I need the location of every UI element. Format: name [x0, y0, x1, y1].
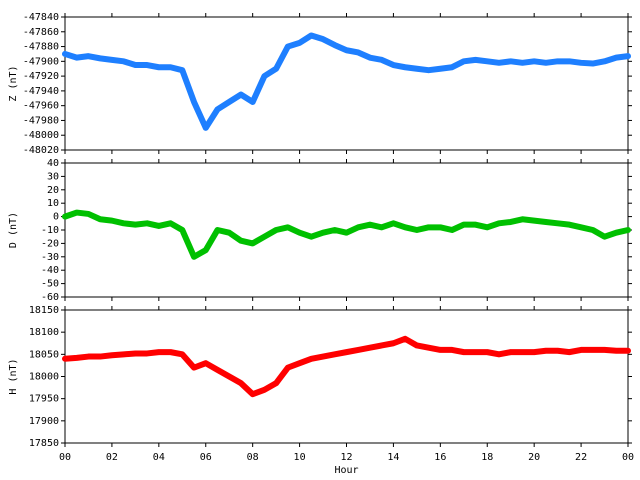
x-tick-label: 20 — [528, 452, 540, 463]
y-axis-label: Z (nT) — [8, 65, 19, 101]
x-tick-label: 12 — [340, 452, 352, 463]
y-tick-label: -10 — [41, 225, 59, 236]
y-tick-label: -50 — [41, 279, 59, 290]
data-line — [62, 32, 631, 131]
y-tick-label: -47940 — [23, 86, 59, 97]
y-tick-label: 18000 — [29, 372, 59, 383]
y-tick-label: -48020 — [23, 145, 59, 156]
y-tick-label: -47880 — [23, 42, 59, 53]
y-tick-label: -20 — [41, 238, 59, 249]
x-tick-label: 16 — [434, 452, 446, 463]
x-tick-label: 06 — [200, 452, 212, 463]
data-line — [62, 209, 631, 260]
data-line — [62, 335, 631, 398]
y-tick-label: -30 — [41, 252, 59, 263]
y-tick-label: -47920 — [23, 71, 59, 82]
x-tick-label: 22 — [575, 452, 587, 463]
x-tick-label: 08 — [247, 452, 259, 463]
y-tick-label: 40 — [47, 158, 59, 169]
x-tick-label: 02 — [106, 452, 118, 463]
y-tick-label: -47860 — [23, 27, 59, 38]
x-tick-label: 14 — [387, 452, 399, 463]
x-tick-label: 04 — [153, 452, 165, 463]
x-axis-label: Hour — [334, 465, 358, 476]
plot-frame — [64, 16, 629, 151]
x-tick-label: 00 — [622, 452, 634, 463]
plot-frame — [64, 309, 629, 444]
y-tick-label: -47900 — [23, 56, 59, 67]
y-tick-label: -47960 — [23, 101, 59, 112]
y-tick-label: 0 — [53, 212, 59, 223]
x-tick-label: 18 — [481, 452, 493, 463]
y-tick-label: 18100 — [29, 327, 59, 338]
x-tick-label: 00 — [59, 452, 71, 463]
y-tick-label: -47840 — [23, 12, 59, 23]
y-tick-label: 20 — [47, 185, 59, 196]
y-tick-label: 17900 — [29, 416, 59, 427]
y-tick-label: 17850 — [29, 438, 59, 449]
y-tick-label: 18050 — [29, 349, 59, 360]
y-tick-label: 10 — [47, 198, 59, 209]
y-tick-label: -60 — [41, 292, 59, 303]
y-axis-label: D (nT) — [8, 212, 19, 248]
y-tick-label: 30 — [47, 171, 59, 182]
y-tick-label: 18150 — [29, 305, 59, 316]
y-tick-label: -40 — [41, 265, 59, 276]
y-tick-label: -48000 — [23, 130, 59, 141]
y-tick-label: -47980 — [23, 115, 59, 126]
y-axis-label: H (nT) — [8, 358, 19, 394]
x-tick-label: 10 — [294, 452, 306, 463]
y-tick-label: 17950 — [29, 394, 59, 405]
